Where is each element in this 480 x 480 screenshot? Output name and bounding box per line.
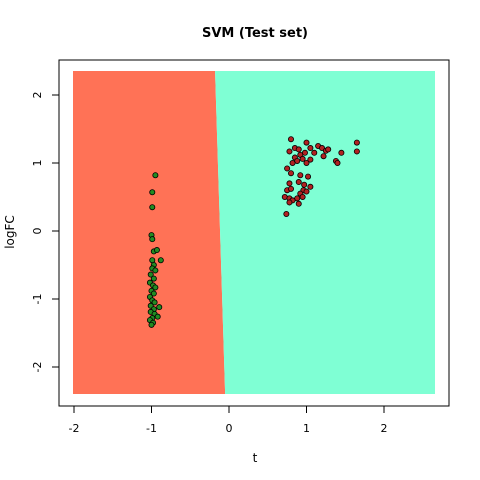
point-red [307, 183, 314, 190]
point-red [286, 180, 293, 187]
point-green [156, 304, 163, 311]
point-red [295, 200, 302, 207]
point-red [284, 165, 291, 172]
x-axis-label: t [253, 451, 258, 465]
point-red [286, 148, 293, 155]
point-red [299, 193, 306, 200]
y-tick-label: 0 [31, 228, 44, 235]
region-left [73, 71, 226, 394]
point-green [154, 313, 161, 320]
y-tick-label: -1 [31, 294, 44, 305]
x-tick-label: 0 [226, 422, 233, 435]
x-tick-label: -2 [69, 422, 80, 435]
point-green [149, 189, 156, 196]
point-green [152, 284, 159, 291]
point-red [311, 149, 318, 156]
x-tick-label: -1 [146, 422, 157, 435]
point-red [286, 199, 293, 206]
point-green [157, 257, 164, 264]
point-green [149, 204, 156, 211]
point-red [353, 148, 360, 155]
point-red [301, 149, 308, 156]
point-red [301, 181, 308, 188]
point-green [152, 172, 159, 179]
point-green [149, 236, 156, 243]
point-red [305, 173, 312, 180]
plot-regions [73, 71, 435, 394]
point-red [297, 172, 304, 179]
point-red [307, 145, 314, 152]
point-green [150, 275, 157, 282]
x-tick-label: 1 [303, 422, 310, 435]
point-red [283, 210, 290, 217]
y-axis: -2 -1 0 1 2 [31, 92, 60, 373]
point-red [303, 139, 310, 146]
point-red [295, 146, 302, 153]
point-red [325, 146, 332, 153]
y-tick-label: 1 [31, 160, 44, 167]
point-red [353, 139, 360, 146]
point-green [150, 290, 157, 297]
y-axis-label: logFC [3, 215, 17, 249]
region-right [215, 71, 435, 394]
point-green [148, 321, 155, 328]
point-green [151, 299, 158, 306]
point-red [334, 159, 341, 166]
point-red [303, 188, 310, 195]
point-green [153, 247, 160, 254]
point-red [287, 170, 294, 177]
y-tick-label: -2 [31, 362, 44, 373]
point-red [307, 156, 314, 163]
x-tick-label: 2 [381, 422, 388, 435]
point-red [287, 185, 294, 192]
point-red [338, 149, 345, 156]
point-red [299, 155, 306, 162]
x-axis: -2 -1 0 1 2 [69, 405, 388, 435]
point-red [295, 179, 302, 186]
data-points [146, 136, 360, 328]
point-red [287, 136, 294, 143]
point-red [320, 153, 327, 160]
point-green [152, 267, 159, 274]
point-red [303, 159, 310, 166]
point-red [289, 159, 296, 166]
y-tick-label: 2 [31, 92, 44, 99]
point-green [147, 271, 154, 278]
chart-title: SVM (Test set) [202, 26, 308, 41]
